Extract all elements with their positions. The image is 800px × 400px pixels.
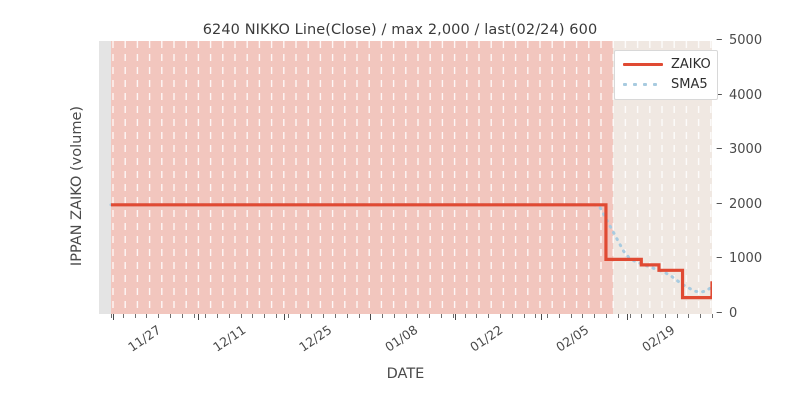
x-tick-minor: [405, 314, 407, 318]
x-tick-minor: [311, 314, 313, 318]
x-tick-minor: [617, 314, 619, 318]
x-tick-minor: [429, 314, 431, 318]
historical-region: [111, 41, 613, 314]
y-tick-mark: –: [716, 86, 723, 102]
x-tick-minor: [393, 314, 395, 318]
x-tick-minor: [111, 314, 112, 318]
x-tick-minor: [358, 314, 360, 318]
x-tick-minor: [264, 314, 266, 318]
chart-legend: ZAIKO SMA5: [614, 50, 718, 100]
x-tick-minor: [605, 314, 607, 318]
x-tick-minor: [334, 314, 336, 318]
y-tick-label: 5000: [729, 33, 763, 48]
x-tick-minor: [228, 314, 230, 318]
x-axis-label: DATE: [386, 366, 425, 382]
series-line-sma5: [109, 203, 712, 294]
x-tick-minor: [252, 314, 254, 318]
x-tick-minor: [217, 314, 219, 318]
y-tick-mark: –: [716, 141, 723, 157]
y-tick-label: 0: [729, 306, 738, 321]
plot-svg: [99, 41, 712, 314]
y-tick-label: 4000: [729, 87, 763, 103]
chart-title: 6240 NIKKO Line(Close) / max 2,000 / las…: [202, 22, 598, 38]
x-tick-minor: [488, 314, 490, 318]
x-tick-label: 02/05: [553, 322, 592, 355]
x-tick-label: 01/22: [467, 322, 506, 355]
legend-dot: [643, 83, 647, 86]
x-tick-minor: [700, 314, 702, 318]
x-tick-minor: [441, 314, 442, 318]
y-tick-label: 2000: [729, 196, 763, 212]
x-tick-minor: [641, 314, 643, 318]
x-tick-major: [455, 314, 457, 320]
x-tick-minor: [676, 314, 678, 318]
plot-area: [99, 41, 712, 314]
x-tick-minor: [169, 314, 171, 318]
x-tick-minor: [299, 314, 301, 318]
x-tick-label: 01/08: [382, 322, 421, 355]
x-tick-minor: [499, 314, 501, 318]
x-tick-minor: [134, 314, 136, 318]
y-tick-label: 1000: [729, 251, 763, 267]
y-tick-mark: –: [716, 250, 723, 266]
x-tick-label: 12/25: [296, 322, 335, 355]
y-axis-label: IPPAN ZAIKO (volume): [69, 105, 85, 267]
x-tick-minor: [712, 314, 713, 318]
x-tick-minor: [181, 314, 183, 318]
x-tick-minor: [523, 314, 525, 318]
legend-swatch-zaiko: [623, 63, 663, 66]
y-tick-mark: –: [716, 32, 723, 47]
legend-dot: [653, 83, 657, 86]
y-tick-mark: –: [716, 305, 723, 320]
series-lines: [109, 203, 712, 300]
y-tick-mark: –: [716, 195, 723, 211]
x-tick-minor: [276, 314, 277, 318]
x-tick-major: [198, 314, 200, 320]
x-tick-minor: [476, 314, 478, 318]
x-tick-major: [284, 314, 286, 320]
x-tick-minor: [570, 314, 572, 318]
legend-swatch-sma5: [623, 83, 663, 86]
x-tick-minor: [193, 314, 195, 318]
x-tick-major: [113, 314, 115, 320]
x-tick-minor: [452, 314, 454, 318]
x-tick-minor: [146, 314, 148, 318]
x-tick-minor: [323, 314, 325, 318]
x-tick-minor: [122, 314, 124, 318]
legend-label-zaiko: ZAIKO: [671, 57, 711, 72]
x-tick-minor: [511, 314, 513, 318]
x-tick-minor: [547, 314, 548, 318]
x-tick-label: 12/11: [210, 322, 249, 355]
x-tick-minor: [688, 314, 690, 318]
x-tick-minor: [629, 314, 631, 318]
x-tick-minor: [594, 314, 596, 318]
series-line-zaiko: [111, 203, 712, 300]
y-tick-label: 3000: [729, 142, 763, 158]
x-tick-label: 11/27: [125, 322, 164, 355]
vertical-gridlines: [112, 41, 712, 314]
x-tick-minor: [158, 314, 160, 318]
x-tick-minor: [535, 314, 537, 318]
x-tick-major: [627, 314, 629, 320]
x-tick-minor: [240, 314, 242, 318]
x-tick-major: [541, 314, 543, 320]
x-tick-minor: [417, 314, 419, 318]
x-tick-minor: [653, 314, 655, 318]
x-tick-major: [370, 314, 372, 320]
x-tick-minor: [287, 314, 289, 318]
left-margin-region: [99, 41, 111, 314]
legend-dot: [623, 83, 627, 86]
legend-dot: [633, 83, 637, 86]
x-tick-minor: [205, 314, 207, 318]
x-tick-minor: [464, 314, 466, 318]
x-tick-minor: [582, 314, 584, 318]
x-tick-minor: [382, 314, 383, 318]
legend-label-sma5: SMA5: [671, 77, 708, 92]
x-tick-minor: [346, 314, 348, 318]
x-tick-minor: [558, 314, 560, 318]
x-tick-minor: [664, 314, 666, 318]
x-tick-label: 02/19: [639, 322, 678, 355]
